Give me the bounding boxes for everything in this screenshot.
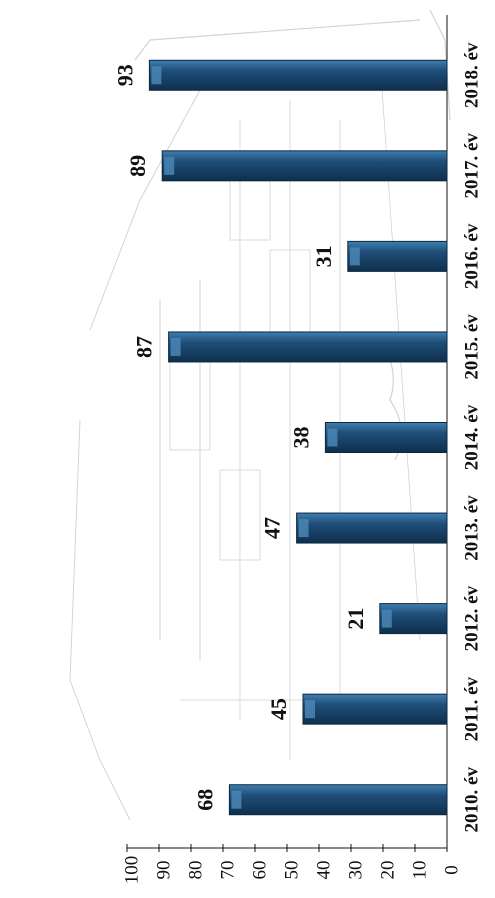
bar-highlight [170, 337, 181, 356]
bar-highlight [151, 66, 162, 85]
bar [168, 331, 448, 363]
value-tick-label: 90 [153, 861, 174, 880]
data-label: 89 [125, 155, 150, 177]
bar [228, 784, 448, 816]
value-tick-label: 10 [409, 861, 430, 880]
value-tick-label: 100 [121, 856, 142, 885]
bar-highlight [327, 428, 338, 447]
category-label: 2018. év [461, 42, 482, 108]
category-label: 2017. év [461, 133, 482, 199]
data-label: 38 [288, 427, 313, 449]
value-tick-label: 0 [441, 865, 462, 875]
data-label: 47 [260, 517, 285, 539]
category-label: 2012. év [461, 585, 482, 651]
bar [324, 422, 448, 453]
value-tick-label: 80 [185, 861, 206, 880]
value-tick-label: 40 [313, 861, 334, 880]
value-tick-label: 70 [217, 861, 238, 880]
bar-highlight [381, 609, 392, 628]
bar-highlight [231, 790, 242, 809]
data-label: 68 [192, 789, 217, 811]
value-tick-label: 50 [281, 861, 302, 880]
bar-highlight [164, 156, 175, 175]
bar [347, 240, 448, 272]
value-tick-label: 30 [345, 861, 366, 880]
data-label: 87 [132, 336, 157, 358]
chart-plot: 0 10 20 30 40 50 60 70 80 90 100 68 2010. év 45 2011. … [112, 15, 482, 884]
category-label: 2015. év [461, 314, 482, 380]
category-label: 2011. év [461, 676, 482, 741]
value-tick-label: 20 [377, 861, 398, 880]
bar-highlight [305, 700, 315, 719]
bar [302, 693, 448, 725]
category-label: 2016. év [461, 223, 482, 289]
data-label: 31 [311, 245, 336, 267]
bar-highlight [298, 519, 309, 538]
category-label: 2013. év [461, 495, 482, 561]
bar [148, 59, 448, 91]
data-label: 93 [112, 64, 137, 86]
category-label: 2010. év [461, 767, 482, 833]
data-label: 21 [343, 608, 368, 630]
bar [161, 150, 448, 182]
value-tick-label: 60 [249, 861, 270, 880]
category-label: 2014. év [461, 404, 482, 470]
data-label: 45 [266, 698, 291, 720]
bar-highlight [349, 247, 360, 266]
bar [296, 512, 448, 544]
